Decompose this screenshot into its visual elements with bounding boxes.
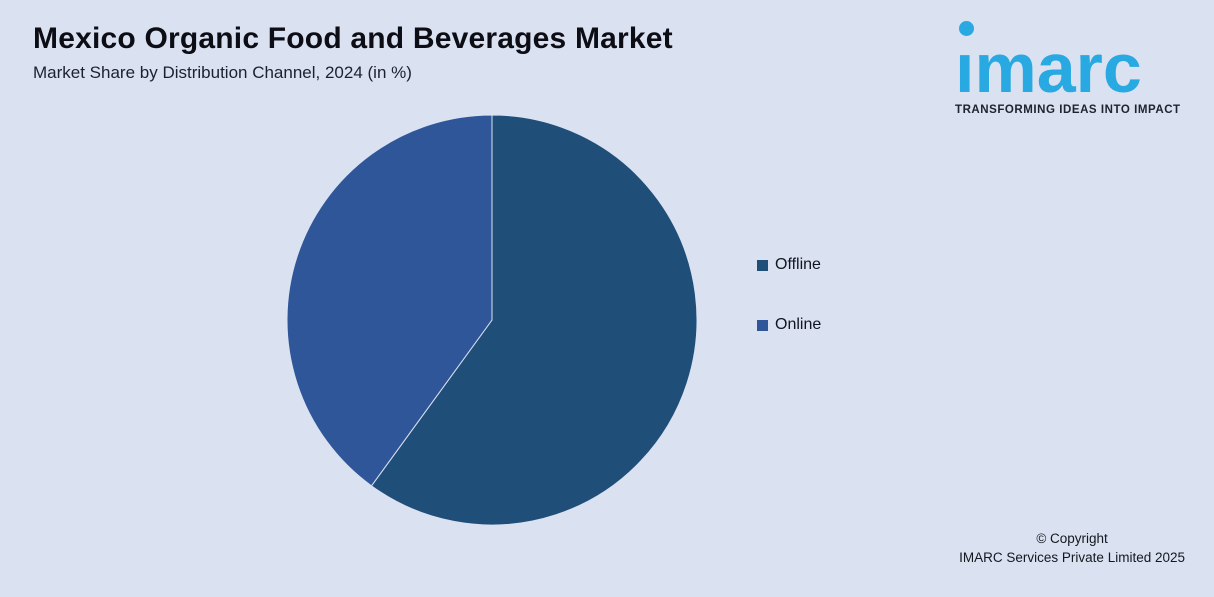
legend: Offline Online [757,255,821,375]
imarc-logo: ımarc TRANSFORMING IDEAS INTO IMPACT [955,16,1185,116]
chart-subtitle: Market Share by Distribution Channel, 20… [33,63,412,82]
pie-chart-svg [286,114,698,526]
legend-swatch-offline [757,259,768,271]
legend-item-offline: Offline [757,255,821,275]
copyright-line1: © Copyright [1036,531,1108,546]
copyright: © Copyright IMARC Services Private Limit… [959,529,1185,567]
logo-dot-icon [959,21,974,36]
logo-text: ımarc [955,29,1142,107]
pie-chart [282,110,702,530]
pie-slice-online [286,114,493,487]
legend-label-online: Online [775,316,822,333]
chart-title: Mexico Organic Food and Beverages Market [33,22,673,55]
logo-tagline: TRANSFORMING IDEAS INTO IMPACT [955,104,1181,116]
copyright-line2: IMARC Services Private Limited 2025 [959,550,1185,565]
pie-slice-offline [370,114,698,526]
legend-label-offline: Offline [775,256,821,273]
legend-item-online: Online [757,315,821,335]
legend-swatch-online [757,319,768,331]
